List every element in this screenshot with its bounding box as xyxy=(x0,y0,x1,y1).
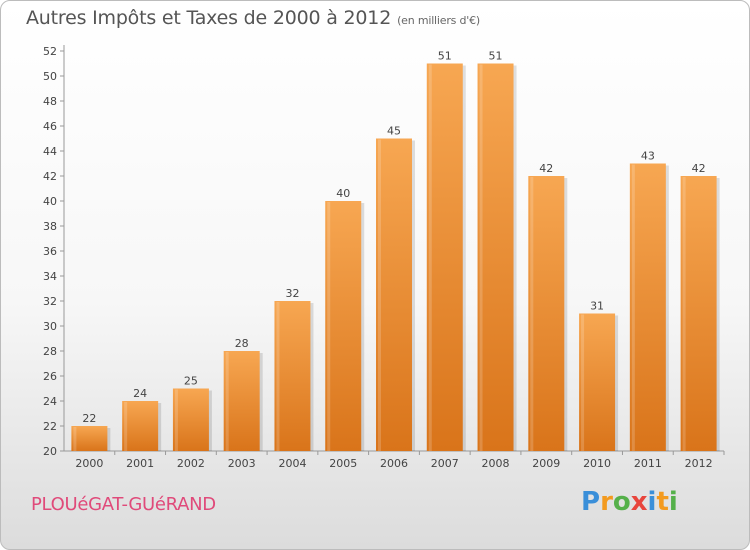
x-tick-label: 2011 xyxy=(634,457,662,470)
y-tick-label: 50 xyxy=(43,70,57,83)
bar-highlight xyxy=(631,164,635,451)
data-label: 45 xyxy=(387,125,401,138)
data-label: 51 xyxy=(438,50,452,63)
x-tick-label: 2004 xyxy=(278,457,306,470)
bar xyxy=(122,401,159,451)
data-label: 51 xyxy=(489,50,503,63)
bar xyxy=(579,313,616,451)
x-tick-label: 2007 xyxy=(431,457,459,470)
chart-title: Autres Impôts et Taxes de 2000 à 2012 (en… xyxy=(26,7,480,29)
data-label: 28 xyxy=(235,337,249,350)
y-tick-label: 32 xyxy=(43,295,57,308)
x-tick-label: 2000 xyxy=(75,457,103,470)
data-label: 43 xyxy=(641,150,655,163)
data-label: 22 xyxy=(82,412,96,425)
data-label: 31 xyxy=(590,300,604,313)
bar-highlight xyxy=(225,352,229,451)
y-tick-label: 28 xyxy=(43,345,57,358)
bar xyxy=(274,301,311,451)
x-tick-label: 2003 xyxy=(228,457,256,470)
x-tick-label: 2010 xyxy=(583,457,611,470)
bar-highlight xyxy=(479,64,483,451)
x-tick-label: 2012 xyxy=(685,457,713,470)
y-tick-label: 20 xyxy=(43,445,57,458)
bar xyxy=(223,351,260,451)
logo-letter: r xyxy=(600,487,613,517)
bar-highlight xyxy=(73,427,77,451)
bar xyxy=(680,176,717,451)
bar xyxy=(426,63,463,451)
x-tick-label: 2008 xyxy=(482,457,510,470)
bar xyxy=(172,388,209,451)
bar xyxy=(71,426,108,451)
proxiti-logo: Proxiti xyxy=(581,487,678,517)
bar-highlight xyxy=(174,389,178,451)
bar-highlight xyxy=(682,177,686,451)
bar-highlight xyxy=(124,402,128,451)
bar xyxy=(325,201,362,451)
x-tick-label: 2006 xyxy=(380,457,408,470)
y-tick-label: 44 xyxy=(43,145,57,158)
data-label: 42 xyxy=(539,162,553,175)
logo-letter: x xyxy=(630,487,648,517)
data-label: 42 xyxy=(692,162,706,175)
commune-name: PLOUéGAT-GUéRAND xyxy=(31,494,216,515)
logo-letter: P xyxy=(581,487,601,517)
unit-label: (en milliers d'€) xyxy=(397,14,480,27)
data-label: 24 xyxy=(133,387,147,400)
bar-highlight xyxy=(428,64,432,451)
y-tick-label: 22 xyxy=(43,420,57,433)
logo-letter: o xyxy=(612,487,631,517)
x-tick-label: 2005 xyxy=(329,457,357,470)
bar xyxy=(376,138,412,451)
data-label: 32 xyxy=(285,287,299,300)
y-tick-label: 30 xyxy=(43,320,57,333)
bar-highlight xyxy=(276,302,280,451)
x-tick-label: 2002 xyxy=(177,457,205,470)
y-tick-label: 48 xyxy=(43,95,57,108)
y-tick-label: 26 xyxy=(43,370,57,383)
y-tick-label: 36 xyxy=(43,245,57,258)
x-tick-label: 2009 xyxy=(532,457,560,470)
x-tick-label: 2001 xyxy=(126,457,154,470)
y-tick-label: 24 xyxy=(43,395,57,408)
data-label: 25 xyxy=(184,375,198,388)
logo-letter: i xyxy=(647,487,657,517)
y-tick-label: 38 xyxy=(43,220,57,233)
title-text: Autres Impôts et Taxes de 2000 à 2012 xyxy=(26,7,392,29)
bar xyxy=(477,63,514,451)
logo-letter: t xyxy=(656,487,669,517)
bar-highlight xyxy=(378,139,381,451)
data-label: 40 xyxy=(336,187,350,200)
y-tick-label: 42 xyxy=(43,170,57,183)
bar-highlight xyxy=(581,314,585,451)
bar xyxy=(528,176,565,451)
logo-letter: i xyxy=(668,487,678,517)
y-tick-label: 52 xyxy=(43,45,57,58)
y-tick-label: 46 xyxy=(43,120,57,133)
bar-highlight xyxy=(530,177,534,451)
y-tick-label: 34 xyxy=(43,270,57,283)
y-tick-label: 40 xyxy=(43,195,57,208)
bar xyxy=(629,163,666,451)
bar-highlight xyxy=(327,202,331,451)
